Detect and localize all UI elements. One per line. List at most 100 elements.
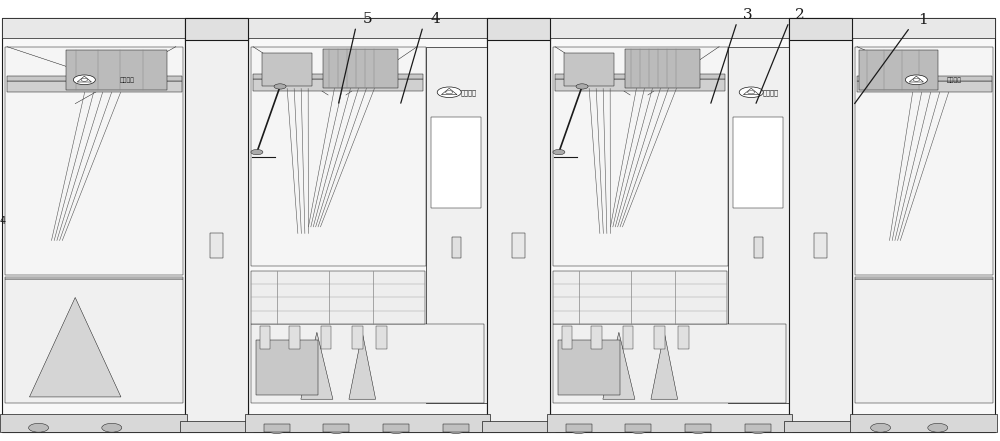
Circle shape: [688, 425, 708, 434]
Bar: [733, 117, 783, 208]
Bar: [789, 18, 852, 41]
Circle shape: [628, 425, 648, 434]
Text: 银轮智能: 银轮智能: [946, 77, 961, 82]
Polygon shape: [603, 332, 635, 399]
Bar: [323, 49, 398, 88]
Circle shape: [928, 423, 948, 432]
Bar: [2, 18, 185, 38]
Circle shape: [576, 84, 588, 89]
Bar: [5, 47, 183, 275]
Text: 银轮智能: 银轮智能: [119, 77, 134, 82]
Text: 银轮智能: 银轮智能: [460, 89, 476, 96]
Bar: [555, 79, 725, 90]
Text: 4: 4: [430, 12, 440, 26]
Bar: [323, 424, 349, 432]
Bar: [210, 233, 223, 258]
Bar: [256, 340, 318, 395]
Circle shape: [739, 87, 763, 97]
Bar: [678, 326, 689, 349]
Bar: [625, 49, 700, 88]
Bar: [555, 74, 725, 79]
Bar: [728, 47, 789, 403]
Bar: [654, 326, 665, 349]
Text: 5: 5: [363, 12, 373, 26]
Bar: [550, 18, 789, 432]
Bar: [745, 424, 771, 432]
Bar: [2, 18, 185, 432]
Circle shape: [553, 149, 565, 155]
Bar: [443, 424, 469, 432]
Bar: [251, 47, 426, 266]
Bar: [321, 326, 331, 349]
Bar: [248, 18, 487, 38]
Bar: [512, 233, 525, 258]
Bar: [289, 326, 300, 349]
Bar: [857, 81, 992, 92]
Circle shape: [251, 149, 263, 155]
Bar: [625, 424, 651, 432]
Bar: [553, 270, 727, 325]
Polygon shape: [651, 332, 678, 399]
Bar: [352, 326, 363, 349]
Bar: [251, 270, 425, 325]
Circle shape: [73, 75, 95, 85]
Bar: [852, 18, 995, 432]
Bar: [685, 424, 711, 432]
Bar: [564, 53, 614, 86]
Bar: [452, 237, 461, 258]
Bar: [623, 326, 633, 349]
Bar: [859, 50, 938, 90]
Text: 1: 1: [918, 13, 928, 27]
Bar: [550, 18, 789, 38]
Circle shape: [569, 425, 589, 434]
Circle shape: [102, 423, 122, 432]
Bar: [553, 325, 786, 403]
Bar: [566, 424, 592, 432]
Bar: [260, 326, 270, 349]
Bar: [852, 18, 995, 38]
Text: 4: 4: [0, 216, 6, 225]
Bar: [814, 233, 827, 258]
Bar: [487, 18, 550, 432]
Bar: [431, 117, 481, 208]
Bar: [558, 340, 620, 395]
Bar: [547, 414, 792, 432]
Bar: [855, 47, 993, 275]
Bar: [784, 421, 857, 432]
Circle shape: [386, 425, 406, 434]
Bar: [850, 414, 997, 432]
Circle shape: [446, 425, 466, 434]
Bar: [66, 50, 167, 90]
Bar: [553, 47, 728, 266]
Bar: [251, 325, 484, 403]
Bar: [855, 277, 993, 279]
Text: 银轮智能: 银轮智能: [762, 89, 778, 96]
Circle shape: [871, 423, 891, 432]
Bar: [857, 76, 992, 81]
Bar: [5, 277, 183, 279]
Bar: [185, 18, 248, 41]
Circle shape: [326, 425, 346, 434]
Bar: [7, 81, 182, 92]
Circle shape: [437, 87, 461, 97]
Bar: [245, 414, 490, 432]
Bar: [7, 76, 182, 81]
Bar: [383, 424, 409, 432]
Text: 2: 2: [795, 8, 805, 22]
Bar: [754, 237, 763, 258]
Bar: [185, 18, 248, 432]
Polygon shape: [29, 297, 121, 397]
Bar: [789, 18, 852, 432]
Circle shape: [267, 425, 287, 434]
Circle shape: [29, 423, 49, 432]
Bar: [487, 18, 550, 41]
Bar: [591, 326, 602, 349]
Bar: [253, 79, 423, 90]
Bar: [855, 279, 993, 403]
Bar: [248, 18, 487, 432]
Circle shape: [748, 425, 768, 434]
Bar: [253, 74, 423, 79]
Bar: [482, 421, 555, 432]
Text: 3: 3: [743, 8, 753, 22]
Bar: [264, 424, 290, 432]
